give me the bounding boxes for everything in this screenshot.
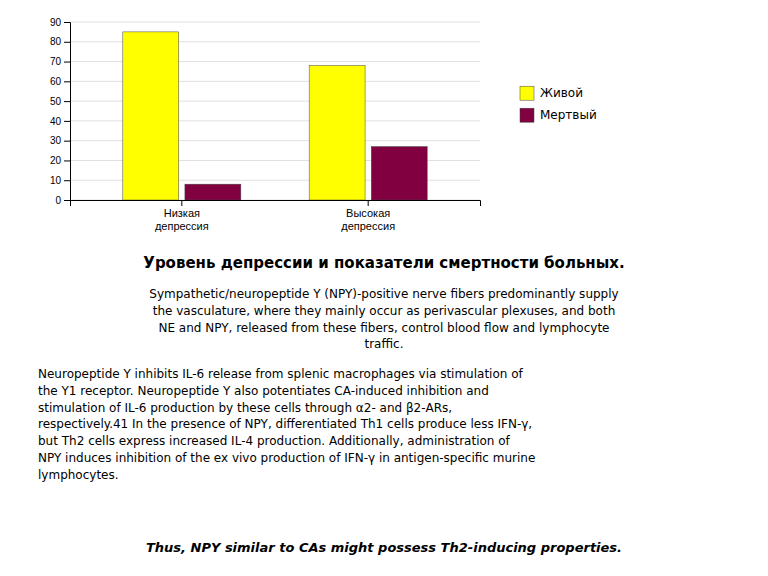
x-tick-mark bbox=[181, 200, 182, 206]
bar bbox=[371, 147, 427, 200]
plot: 0 10 20 30 40 50 60 70 80 90 Низкаядепрессия Высока… bbox=[50, 17, 481, 232]
x-tick-mark bbox=[368, 200, 369, 206]
y-tick-label: 70 bbox=[50, 56, 62, 67]
y-tick-mark bbox=[64, 141, 70, 142]
y-tick-label: 30 bbox=[50, 135, 62, 146]
y-axis: 0 10 20 30 40 50 60 70 80 90 bbox=[50, 17, 71, 206]
y-tick-label: 20 bbox=[50, 155, 62, 166]
annotation: Neuropeptide Y inhibits IL-6 release fro… bbox=[38, 367, 535, 482]
y-tick: 60 bbox=[50, 76, 70, 87]
y-tick-label: 60 bbox=[50, 76, 62, 87]
y-tick: 40 bbox=[50, 116, 70, 127]
legend: Живой Мертвый bbox=[520, 86, 597, 122]
annotation: Sympathetic/neuropeptide Y (NPY)-positiv… bbox=[149, 287, 618, 351]
y-tick: 90 bbox=[50, 17, 70, 28]
annotation: Thus, NPY similar to CAs might possess T… bbox=[146, 540, 622, 555]
chart-svg: 0 10 20 30 40 50 60 70 80 90 Низкаядепрессия Высока… bbox=[0, 0, 768, 576]
y-tick-label: 50 bbox=[50, 96, 62, 107]
bar bbox=[309, 66, 365, 200]
legend-item: Мертвый bbox=[520, 108, 597, 122]
y-tick-mark bbox=[64, 121, 70, 122]
legend-swatch bbox=[520, 86, 534, 100]
y-tick-label: 40 bbox=[50, 116, 62, 127]
y-tick: 70 bbox=[50, 56, 70, 67]
bar bbox=[185, 184, 241, 200]
x-tick-label: Высокаядепрессия bbox=[341, 207, 395, 232]
bar-series bbox=[185, 147, 427, 200]
legend-label: Мертвый bbox=[540, 108, 597, 122]
y-tick: 20 bbox=[50, 155, 70, 166]
bars bbox=[123, 32, 427, 200]
y-tick-mark bbox=[64, 101, 70, 102]
x-tick: Низкаядепрессия bbox=[155, 200, 209, 232]
y-tick: 80 bbox=[50, 36, 70, 47]
y-axis-line bbox=[64, 23, 71, 201]
y-tick-mark bbox=[64, 160, 70, 161]
x-axis-line bbox=[71, 201, 481, 207]
y-tick-mark bbox=[64, 22, 70, 23]
bar bbox=[123, 32, 179, 200]
y-tick-label: 0 bbox=[55, 195, 61, 206]
y-tick-mark bbox=[64, 200, 70, 201]
y-tick-mark bbox=[64, 180, 70, 181]
x-tick-label: Низкаядепрессия bbox=[155, 207, 209, 232]
legend-swatch bbox=[520, 108, 534, 122]
bar-series bbox=[123, 32, 365, 200]
y-tick-mark bbox=[64, 42, 70, 43]
grid-line bbox=[70, 22, 480, 23]
y-tick-label: 90 bbox=[50, 17, 62, 28]
x-axis: Низкаядепрессия Высокаядепрессия bbox=[71, 200, 481, 232]
y-tick-mark bbox=[64, 62, 70, 63]
x-tick: Высокаядепрессия bbox=[341, 200, 395, 232]
legend-label: Живой bbox=[540, 86, 583, 100]
y-tick-mark bbox=[64, 81, 70, 82]
title: Уровень депрессии и показатели смертност… bbox=[143, 254, 624, 272]
legend-item: Живой bbox=[520, 86, 583, 100]
y-tick: 0 bbox=[55, 195, 70, 206]
grid bbox=[70, 22, 480, 200]
y-tick: 10 bbox=[50, 175, 70, 186]
y-tick-label: 10 bbox=[50, 175, 62, 186]
y-tick: 50 bbox=[50, 96, 70, 107]
y-tick: 30 bbox=[50, 135, 70, 146]
y-tick-label: 80 bbox=[50, 36, 62, 47]
